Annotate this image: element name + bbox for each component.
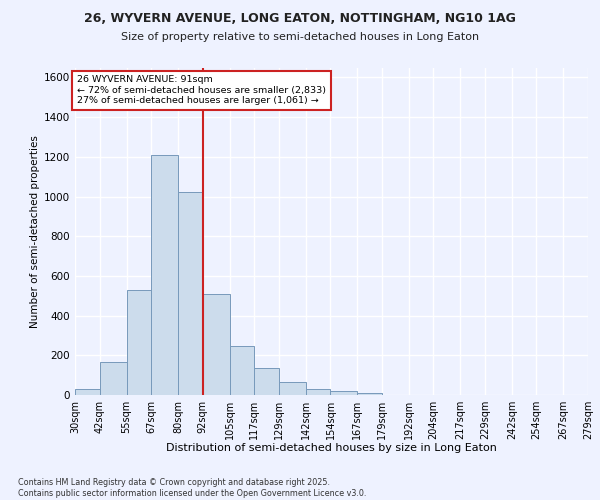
Text: Size of property relative to semi-detached houses in Long Eaton: Size of property relative to semi-detach… [121, 32, 479, 42]
Y-axis label: Number of semi-detached properties: Number of semi-detached properties [30, 135, 40, 328]
X-axis label: Distribution of semi-detached houses by size in Long Eaton: Distribution of semi-detached houses by … [166, 444, 497, 454]
Bar [203, 294, 230, 395]
Bar [306, 389, 331, 395]
Bar [230, 346, 254, 395]
Bar [254, 368, 279, 395]
Bar [127, 290, 151, 395]
Bar [178, 192, 203, 395]
Bar [279, 382, 306, 395]
Text: 26 WYVERN AVENUE: 91sqm
← 72% of semi-detached houses are smaller (2,833)
27% of: 26 WYVERN AVENUE: 91sqm ← 72% of semi-de… [77, 76, 326, 105]
Bar [151, 155, 178, 395]
Bar [75, 389, 100, 395]
Bar [100, 362, 127, 395]
Text: Contains HM Land Registry data © Crown copyright and database right 2025.
Contai: Contains HM Land Registry data © Crown c… [18, 478, 367, 498]
Bar [357, 393, 382, 395]
Bar [331, 391, 357, 395]
Text: 26, WYVERN AVENUE, LONG EATON, NOTTINGHAM, NG10 1AG: 26, WYVERN AVENUE, LONG EATON, NOTTINGHA… [84, 12, 516, 26]
